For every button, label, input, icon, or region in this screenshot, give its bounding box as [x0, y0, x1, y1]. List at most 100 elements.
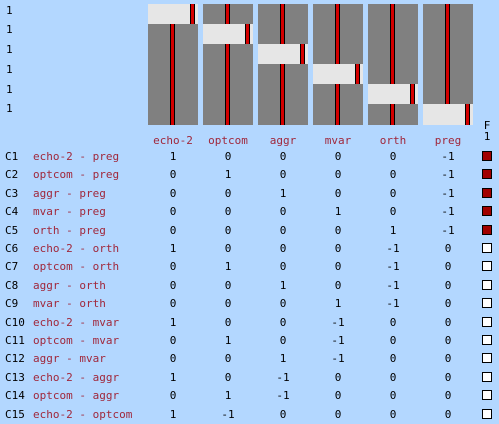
- contrast-value[interactable]: 0: [334, 242, 342, 255]
- f-test-checkbox[interactable]: [482, 187, 492, 198]
- contrast-value[interactable]: 1: [334, 205, 342, 219]
- contrast-value[interactable]: -1: [441, 223, 455, 237]
- contrast-value[interactable]: 0: [444, 260, 452, 274]
- contrast-value[interactable]: 0: [444, 297, 452, 311]
- contrast-value[interactable]: 0: [389, 370, 397, 384]
- contrast-name[interactable]: optcom - mvar: [33, 334, 120, 347]
- contrast-name[interactable]: echo-2 - mvar: [33, 315, 120, 329]
- contrast-value[interactable]: 0: [444, 334, 452, 347]
- f-test-checkbox[interactable]: [482, 279, 492, 290]
- contrast-value[interactable]: 0: [169, 260, 177, 274]
- f-test-checkbox[interactable]: [482, 169, 492, 180]
- contrast-value[interactable]: 1: [169, 407, 177, 421]
- contrast-value[interactable]: 0: [444, 370, 452, 384]
- contrast-name[interactable]: echo-2 - optcom: [33, 407, 133, 421]
- contrast-value[interactable]: 0: [224, 150, 232, 163]
- contrast-value[interactable]: -1: [386, 278, 400, 292]
- contrast-value[interactable]: -1: [276, 370, 290, 384]
- contrast-value[interactable]: 1: [169, 242, 177, 255]
- contrast-value[interactable]: 0: [279, 205, 287, 219]
- contrast-value[interactable]: 0: [169, 168, 177, 182]
- contrast-value[interactable]: -1: [331, 315, 345, 329]
- contrast-value[interactable]: 1: [224, 334, 232, 347]
- contrast-value[interactable]: -1: [441, 186, 455, 200]
- contrast-value[interactable]: -1: [221, 407, 235, 421]
- contrast-value[interactable]: -1: [441, 150, 455, 163]
- contrast-name[interactable]: echo-2 - orth: [33, 242, 120, 255]
- contrast-value[interactable]: 0: [389, 407, 397, 421]
- f-test-checkbox[interactable]: [482, 371, 492, 382]
- contrast-value[interactable]: 0: [444, 278, 452, 292]
- contrast-value[interactable]: 1: [389, 223, 397, 237]
- contrast-value[interactable]: 1: [279, 186, 287, 200]
- contrast-value[interactable]: 0: [389, 168, 397, 182]
- contrast-value[interactable]: 0: [334, 186, 342, 200]
- contrast-value[interactable]: 0: [224, 223, 232, 237]
- contrast-value[interactable]: 1: [279, 352, 287, 366]
- contrast-value[interactable]: 0: [334, 150, 342, 163]
- contrast-value[interactable]: 0: [334, 260, 342, 274]
- f-test-checkbox[interactable]: [482, 353, 492, 364]
- contrast-value[interactable]: 0: [169, 352, 177, 366]
- contrast-value[interactable]: 0: [279, 168, 287, 182]
- contrast-value[interactable]: 0: [444, 315, 452, 329]
- contrast-value[interactable]: 1: [224, 168, 232, 182]
- f-test-checkbox[interactable]: [482, 335, 492, 345]
- f-test-checkbox[interactable]: [482, 224, 492, 235]
- f-test-checkbox[interactable]: [482, 390, 492, 401]
- contrast-name[interactable]: aggr - preg: [33, 186, 106, 200]
- contrast-value[interactable]: 0: [169, 278, 177, 292]
- contrast-value[interactable]: 0: [169, 334, 177, 347]
- contrast-value[interactable]: 0: [334, 168, 342, 182]
- contrast-value[interactable]: 1: [169, 315, 177, 329]
- contrast-value[interactable]: 0: [224, 205, 232, 219]
- f-test-checkbox[interactable]: [482, 261, 492, 272]
- contrast-value[interactable]: -1: [331, 352, 345, 366]
- contrast-value[interactable]: 0: [334, 370, 342, 384]
- contrast-value[interactable]: 0: [169, 186, 177, 200]
- contrast-value[interactable]: 1: [224, 389, 232, 403]
- contrast-value[interactable]: 0: [279, 242, 287, 255]
- contrast-name[interactable]: mvar - orth: [33, 297, 106, 311]
- contrast-value[interactable]: 0: [334, 223, 342, 237]
- contrast-value[interactable]: 0: [444, 407, 452, 421]
- contrast-name[interactable]: optcom - orth: [33, 260, 120, 274]
- contrast-value[interactable]: 0: [279, 223, 287, 237]
- contrast-value[interactable]: 0: [224, 352, 232, 366]
- contrast-value[interactable]: 0: [389, 186, 397, 200]
- contrast-value[interactable]: 0: [444, 242, 452, 255]
- f-test-checkbox[interactable]: [482, 151, 492, 161]
- contrast-value[interactable]: 0: [389, 389, 397, 403]
- contrast-value[interactable]: 1: [279, 278, 287, 292]
- contrast-value[interactable]: 1: [169, 150, 177, 163]
- contrast-name[interactable]: echo-2 - aggr: [33, 370, 120, 384]
- contrast-value[interactable]: -1: [331, 334, 345, 347]
- contrast-value[interactable]: 0: [224, 242, 232, 255]
- contrast-value[interactable]: -1: [386, 260, 400, 274]
- contrast-value[interactable]: -1: [276, 389, 290, 403]
- contrast-value[interactable]: 1: [334, 297, 342, 311]
- contrast-value[interactable]: -1: [386, 242, 400, 255]
- contrast-value[interactable]: 0: [224, 297, 232, 311]
- contrast-value[interactable]: 0: [389, 205, 397, 219]
- contrast-name[interactable]: optcom - aggr: [33, 389, 120, 403]
- contrast-value[interactable]: 0: [389, 352, 397, 366]
- contrast-value[interactable]: 0: [389, 315, 397, 329]
- f-test-checkbox[interactable]: [482, 206, 492, 217]
- contrast-value[interactable]: 0: [279, 260, 287, 274]
- contrast-value[interactable]: 0: [279, 334, 287, 347]
- f-test-checkbox[interactable]: [482, 298, 492, 309]
- contrast-value[interactable]: 0: [169, 297, 177, 311]
- contrast-value[interactable]: 0: [279, 150, 287, 163]
- contrast-value[interactable]: 0: [444, 352, 452, 366]
- contrast-value[interactable]: 1: [169, 370, 177, 384]
- contrast-value[interactable]: 0: [224, 315, 232, 329]
- contrast-value[interactable]: -1: [441, 205, 455, 219]
- contrast-value[interactable]: 0: [169, 389, 177, 403]
- f-test-checkbox[interactable]: [482, 408, 492, 419]
- contrast-name[interactable]: optcom - preg: [33, 168, 120, 182]
- contrast-value[interactable]: 0: [334, 389, 342, 403]
- contrast-value[interactable]: 0: [389, 334, 397, 347]
- contrast-name[interactable]: aggr - mvar: [33, 352, 106, 366]
- contrast-value[interactable]: 0: [224, 278, 232, 292]
